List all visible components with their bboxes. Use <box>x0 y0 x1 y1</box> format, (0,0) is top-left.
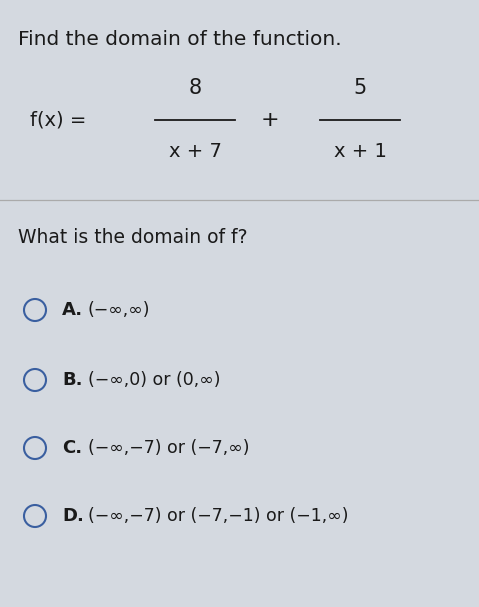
Text: (−∞,∞): (−∞,∞) <box>88 301 150 319</box>
Text: B.: B. <box>62 371 82 389</box>
Text: D.: D. <box>62 507 84 525</box>
Text: (−∞,−7) or (−7,−1) or (−1,∞): (−∞,−7) or (−7,−1) or (−1,∞) <box>88 507 349 525</box>
Text: (−∞,0) or (0,∞): (−∞,0) or (0,∞) <box>88 371 220 389</box>
Text: x + 1: x + 1 <box>333 142 387 161</box>
Text: What is the domain of f?: What is the domain of f? <box>18 228 248 247</box>
Text: Find the domain of the function.: Find the domain of the function. <box>18 30 342 49</box>
Text: +: + <box>261 110 279 130</box>
Text: 8: 8 <box>188 78 202 98</box>
Text: 5: 5 <box>354 78 366 98</box>
Text: A.: A. <box>62 301 83 319</box>
Text: C.: C. <box>62 439 82 457</box>
Text: x + 7: x + 7 <box>169 142 221 161</box>
Text: (−∞,−7) or (−7,∞): (−∞,−7) or (−7,∞) <box>88 439 250 457</box>
Text: f(x) =: f(x) = <box>30 110 86 129</box>
